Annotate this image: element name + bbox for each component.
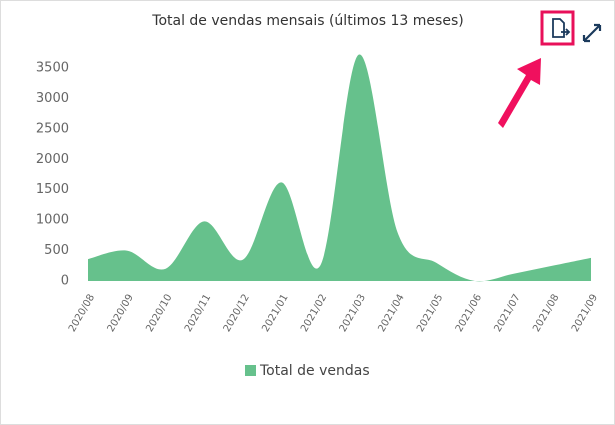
x-tick-label: 2021/01 xyxy=(260,293,290,334)
x-tick-label: 2021/05 xyxy=(415,293,445,334)
y-tick-label: 3000 xyxy=(36,91,69,106)
x-tick-label: 2021/08 xyxy=(531,293,561,334)
y-tick-label: 3500 xyxy=(36,61,69,76)
x-tick-label: 2021/06 xyxy=(454,293,484,334)
x-tick-label: 2021/09 xyxy=(570,293,600,334)
highlight-box xyxy=(540,10,575,46)
y-tick-label: 0 xyxy=(61,274,69,289)
pointer-arrow xyxy=(498,58,541,128)
x-tick-label: 2020/12 xyxy=(222,293,252,334)
area xyxy=(88,54,591,282)
x-tick-label: 2021/03 xyxy=(338,293,368,334)
x-tick-label: 2020/10 xyxy=(144,293,174,334)
legend-swatch xyxy=(245,365,256,376)
x-tick-label: 2020/11 xyxy=(183,293,213,334)
y-tick-label: 500 xyxy=(44,243,69,258)
expand-button[interactable] xyxy=(582,23,602,43)
x-tick-label: 2020/08 xyxy=(67,293,97,334)
chart-title: Total de vendas mensais (últimos 13 mese… xyxy=(151,13,463,29)
legend-label: Total de vendas xyxy=(259,363,370,379)
y-tick-label: 2000 xyxy=(36,152,69,167)
export-button[interactable] xyxy=(540,10,575,46)
export-icon xyxy=(552,18,565,38)
x-tick-label: 2021/02 xyxy=(299,293,329,334)
export-arrow xyxy=(561,28,571,36)
y-tick-label: 1000 xyxy=(36,213,69,228)
y-tick-label: 1500 xyxy=(36,182,69,197)
x-tick-label: 2021/04 xyxy=(376,293,406,334)
y-tick-label: 2500 xyxy=(36,121,69,136)
expand-icon xyxy=(582,23,602,43)
x-tick-label: 2021/07 xyxy=(493,293,523,334)
x-tick-label: 2020/09 xyxy=(106,293,136,334)
